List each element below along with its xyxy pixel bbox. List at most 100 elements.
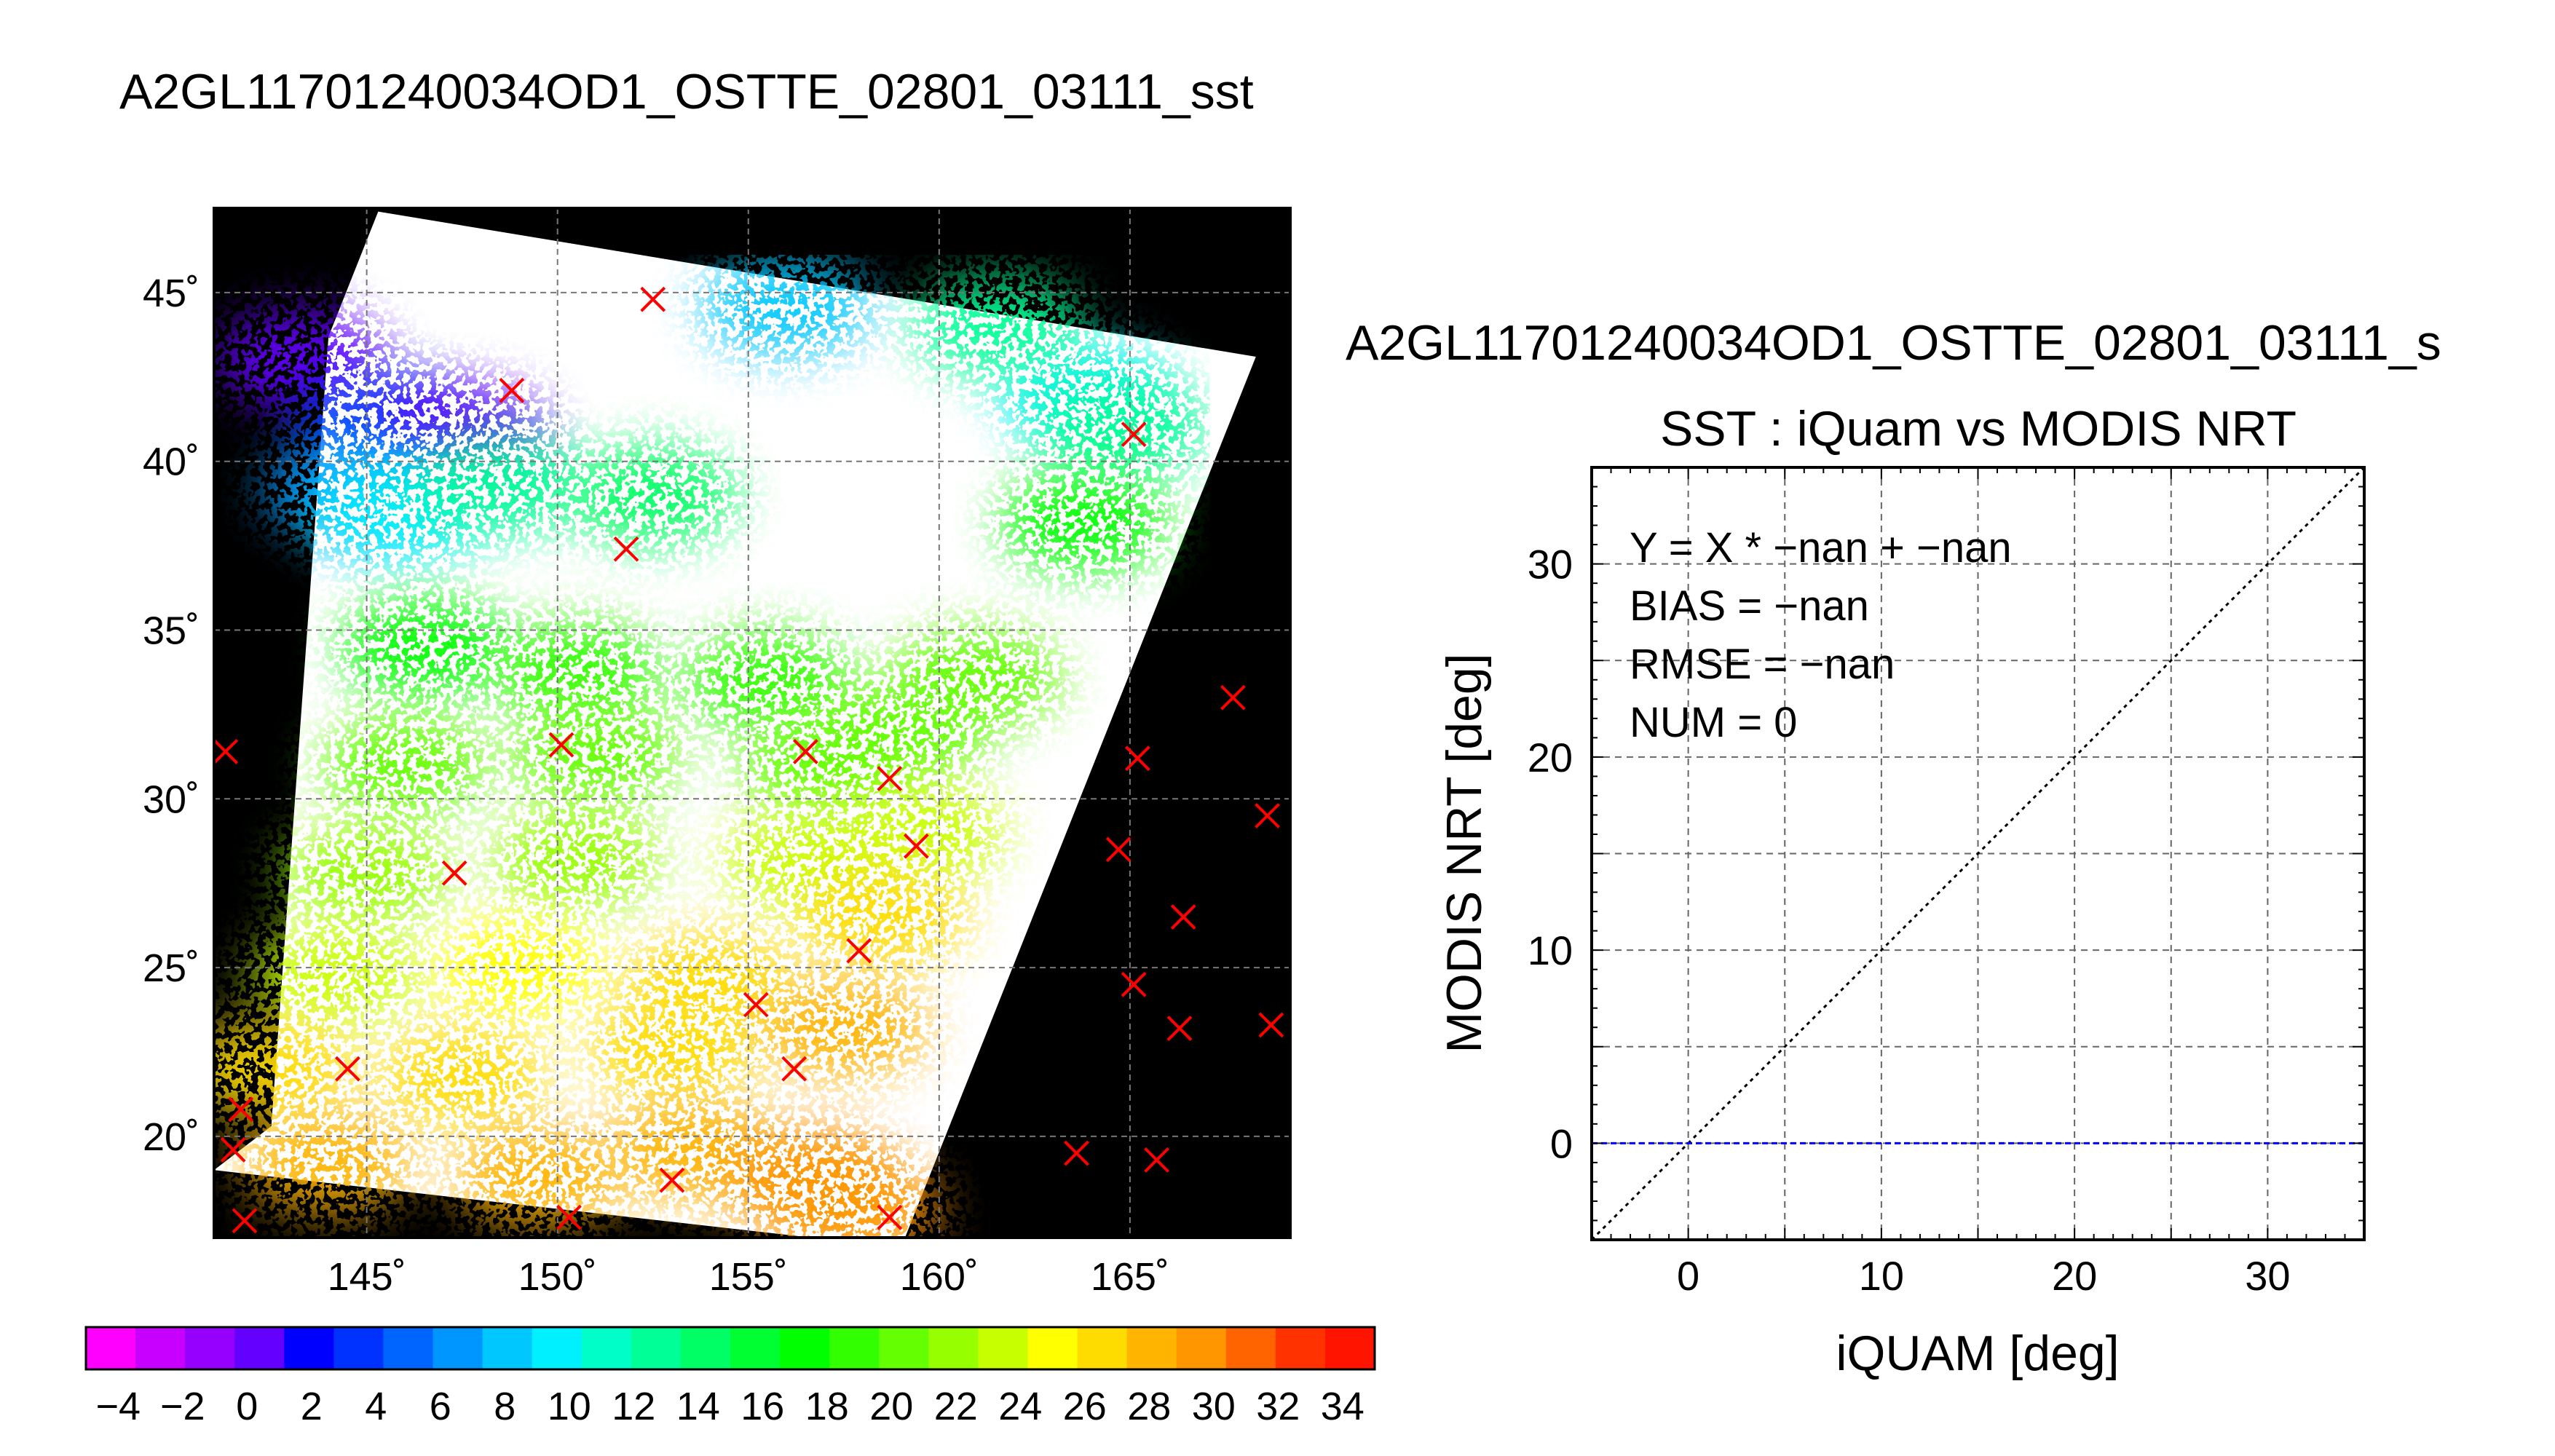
station-marker: [1121, 971, 1147, 997]
colorbar-cell: [1077, 1327, 1128, 1369]
colorbar-cell: [135, 1327, 186, 1369]
scatter-subtitle: A2GL11701240034OD1_OSTTE_02801_03111_s: [1346, 315, 2441, 371]
sst-patch: [248, 923, 424, 1026]
map-lon-tick-label: 165˚: [1091, 1255, 1169, 1299]
scatter-plot: A2GL11701240034OD1_OSTTE_02801_03111_s S…: [1346, 315, 2441, 1381]
scatter-xtick-label: 10: [1859, 1253, 1904, 1299]
stats-annotation-line: RMSE = −nan: [1630, 641, 1895, 688]
sst-patch: [413, 434, 588, 537]
colorbar-tick-label: 4: [365, 1385, 387, 1428]
colorbar: −4 −2 0 2 4 6 8 10 12 14 16 18 20 22 24 26 28 30 32 34: [84, 1326, 1376, 1428]
station-marker: [232, 1208, 258, 1234]
colorbar-cell: [581, 1327, 632, 1369]
sst-patch: [909, 275, 1084, 378]
map-lat-tick-label: 35˚: [143, 609, 200, 653]
colorbar-cell: [532, 1327, 583, 1369]
colorbar-cell: [234, 1327, 285, 1369]
colorbar-cell: [86, 1327, 136, 1369]
station-marker: [743, 992, 769, 1018]
colorbar-tick-label: 12: [612, 1385, 655, 1428]
identity-line: [1590, 466, 2366, 1241]
scatter-xtick-label: 20: [2052, 1253, 2097, 1299]
map-lat-tick-label: 45˚: [143, 272, 200, 315]
sst-patch: [451, 1125, 626, 1228]
colorbar-cell: [1176, 1327, 1227, 1369]
sst-map: 145˚ 150˚ 155˚ 160˚ 165˚ 20˚ 25˚ 30˚ 35˚ 40˚ 45˚: [143, 207, 1292, 1299]
station-marker: [846, 938, 872, 964]
colorbar-tick-label: 30: [1192, 1385, 1236, 1428]
map-lat-tick-label: 20˚: [143, 1115, 200, 1159]
colorbar-tick-label: 2: [301, 1385, 323, 1428]
colorbar-cell: [383, 1327, 434, 1369]
colorbar-cell: [730, 1327, 781, 1369]
station-marker: [1064, 1140, 1089, 1166]
colorbar-tick-label: 22: [934, 1385, 978, 1428]
colorbar-cell: [780, 1327, 830, 1369]
scatter-xlabel: iQUAM [deg]: [1836, 1326, 2119, 1381]
colorbar-tick-label: 10: [548, 1385, 591, 1428]
station-marker: [1124, 745, 1150, 772]
colorbar-cell: [1225, 1327, 1276, 1369]
colorbar-cell: [185, 1327, 235, 1369]
map-lon-tick-label: 155˚: [709, 1255, 788, 1299]
map-grid: [214, 208, 1290, 1238]
station-marker: [1166, 1016, 1193, 1041]
colorbar-cell: [333, 1327, 384, 1369]
colorbar-tick-label: 28: [1127, 1385, 1171, 1428]
sst-patch: [756, 977, 931, 1080]
colorbar-cell: [433, 1327, 483, 1369]
sst-patch: [1035, 376, 1210, 479]
station-marker: [1170, 904, 1196, 930]
sst-patch: [432, 917, 607, 1019]
sst-patch: [317, 713, 493, 816]
station-marker: [441, 860, 467, 886]
scatter-ytick-label: 30: [1528, 542, 1573, 587]
scatter-ticks: 0 10 20 30 0 10 20 30: [1528, 467, 2365, 1299]
colorbar-tick-label: 16: [741, 1385, 784, 1428]
sst-field: [214, 255, 1210, 1238]
station-marker: [548, 732, 574, 758]
sst-patch: [794, 866, 970, 968]
colorbar-cell: [1027, 1327, 1078, 1369]
colorbar-tick-label: 18: [805, 1385, 849, 1428]
sst-patch: [489, 808, 664, 911]
station-marker: [877, 766, 903, 791]
stats-annotation-line: BIAS = −nan: [1630, 582, 1869, 630]
colorbar-labels: −4 −2 0 2 4 6 8 10 12 14 16 18 20 22 24 26 28 30 32 34: [95, 1385, 1364, 1428]
station-marker: [1220, 684, 1246, 711]
map-lon-tick-label: 160˚: [900, 1255, 979, 1299]
station-marker: [640, 286, 666, 312]
colorbar-tick-label: 8: [494, 1385, 516, 1428]
station-marker: [1258, 1012, 1284, 1038]
colorbar-tick-label: −2: [160, 1385, 205, 1428]
scatter-xtick-label: 0: [1677, 1253, 1699, 1299]
sst-patch: [508, 704, 684, 807]
colorbar-cell: [680, 1327, 731, 1369]
station-marker: [1144, 1147, 1169, 1173]
scatter-ytick-label: 0: [1550, 1120, 1573, 1166]
stats-annotation-line: NUM = 0: [1630, 699, 1797, 746]
station-marker: [877, 1204, 903, 1230]
colorbar-cell: [482, 1327, 533, 1369]
map-lon-tick-label: 145˚: [328, 1255, 406, 1299]
sst-patch: [699, 255, 874, 357]
map-ticks: 145˚ 150˚ 155˚ 160˚ 165˚ 20˚ 25˚ 30˚ 35˚ 40˚ 45˚: [143, 272, 1169, 1299]
sst-patch: [489, 620, 664, 722]
sst-patch: [214, 1018, 359, 1120]
colorbar-cell: [1126, 1327, 1177, 1369]
sst-patch: [584, 997, 759, 1100]
station-marker: [613, 536, 639, 562]
scatter-ytick-label: 10: [1528, 927, 1573, 973]
colorbar-tick-label: 20: [869, 1385, 913, 1428]
colorbar-cell: [1275, 1327, 1326, 1369]
sst-patch: [813, 680, 989, 783]
station-marker: [214, 738, 239, 764]
colorbar-cell: [928, 1327, 979, 1369]
station-marker: [659, 1167, 685, 1193]
sst-patch: [336, 596, 512, 698]
station-marker: [556, 1204, 582, 1230]
colorbar-tick-label: 24: [998, 1385, 1042, 1428]
stats-annotations: Y = X * −nan + −nan BIAS = −nan RMSE = −na…: [1630, 524, 2012, 746]
